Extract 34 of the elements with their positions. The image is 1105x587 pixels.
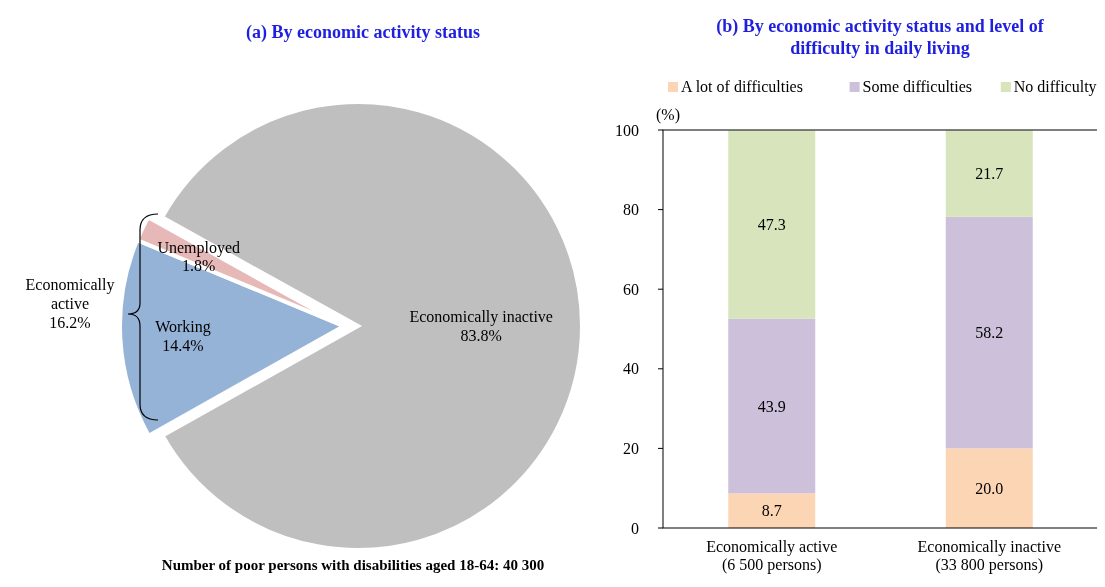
legend-label: Some difficulties [862, 78, 973, 95]
slice-label: Working [155, 318, 211, 337]
bar [728, 318, 816, 494]
data-label: 20.0 [975, 479, 1004, 497]
chart-title: (b) By economic activity status and level of difficulty in daily living [716, 16, 1045, 58]
y-tick-label: 40 [623, 360, 639, 378]
text: Number of poor persons with disabilities aged 18-64: 40 300 [161, 557, 545, 573]
data-label: 43.9 [757, 397, 786, 415]
data-label: 58.2 [975, 324, 1004, 342]
y-tick-label: 20 [623, 440, 639, 457]
y-tick-label: 0 [631, 519, 639, 537]
y-axis-title: (%) [656, 106, 680, 124]
bar [728, 130, 816, 319]
bar [728, 493, 816, 528]
data-label: 1.8% [182, 257, 216, 275]
bar [945, 130, 1033, 217]
data-label: 8.7 [761, 502, 782, 520]
legend-label: A lot of difficulties [681, 78, 803, 95]
y-tick-label: 60 [623, 280, 639, 298]
slice-label: Unemployed [157, 238, 241, 257]
data-label: 47.3 [757, 216, 786, 234]
bar [945, 448, 1033, 528]
data-label: 21.7 [975, 165, 1004, 183]
chart-title: (a) By economic activity status [246, 22, 480, 43]
data-label: 83.8% [460, 326, 502, 344]
data-label: 14.4% [162, 336, 204, 354]
y-tick-label: 100 [615, 121, 639, 139]
y-tick-label: 80 [623, 201, 639, 219]
bar [945, 216, 1033, 449]
text: Economically active 16.2% [25, 276, 115, 332]
legend-label: No difficulty [1013, 78, 1097, 96]
x-tick-label: Economically active (6 500 persons) [706, 538, 838, 575]
slice-label: Economically inactive [409, 308, 553, 327]
x-tick-label: Economically inactive (33 800 persons) [917, 538, 1061, 575]
